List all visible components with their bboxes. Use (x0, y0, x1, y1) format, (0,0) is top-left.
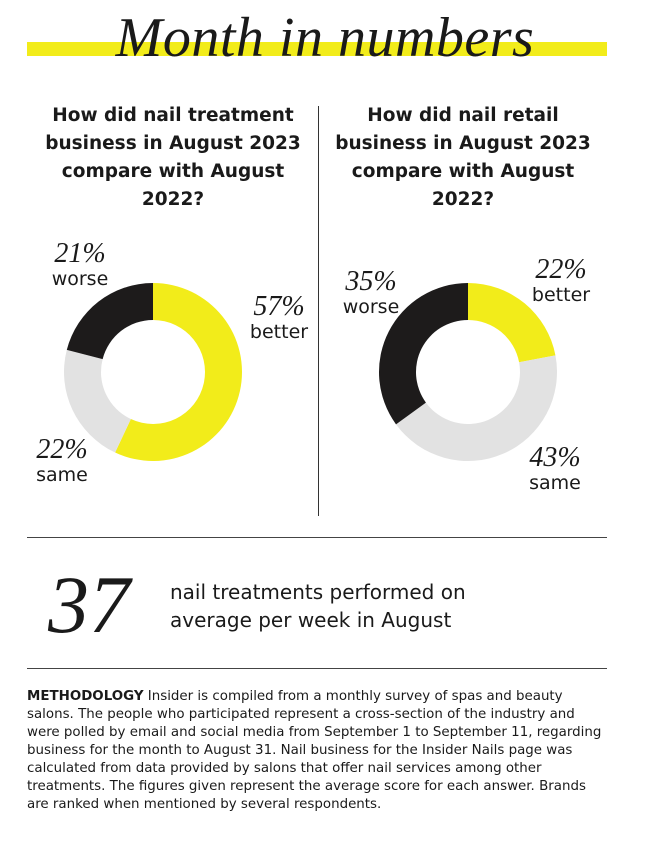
cat-retail-better: better (531, 284, 591, 306)
donut-chart-treatment (64, 283, 242, 461)
label-treatment-same: 22% same (18, 434, 106, 487)
cat-treatment-same: same (36, 464, 88, 486)
methodology-paragraph: METHODOLOGY Insider is compiled from a m… (27, 688, 609, 814)
donut-segment-retail-worse (379, 283, 468, 425)
cat-retail-worse: worse (342, 296, 400, 318)
stat-line-2: average per week in August (170, 608, 452, 632)
label-retail-better: 22% better (518, 254, 604, 307)
stat-description: nail treatments performed on average per… (170, 578, 500, 634)
header-accent-bar (27, 42, 607, 56)
cat-retail-same: same (529, 472, 581, 494)
pct-retail-same: 43% (529, 442, 581, 473)
section-divider-top (27, 537, 607, 538)
cat-treatment-worse: worse (51, 268, 109, 290)
pct-treatment-same: 22% (36, 434, 88, 465)
label-retail-worse: 35% worse (328, 266, 414, 319)
methodology-label: METHODOLOGY (27, 689, 144, 704)
chart-title-retail: How did nail retail business in August 2… (335, 105, 591, 210)
methodology-text: Insider is compiled from a monthly surve… (27, 689, 602, 812)
donut-segment-retail-better (468, 283, 556, 363)
stat-line-1: nail treatments performed on (170, 580, 466, 604)
donut-segment-treatment-better (115, 283, 242, 461)
pct-retail-worse: 35% (345, 266, 397, 297)
section-divider-bottom (27, 668, 607, 669)
donut-chart-retail (379, 283, 557, 461)
column-divider (318, 106, 319, 516)
pct-retail-better: 22% (535, 254, 587, 285)
donut-segment-treatment-worse (66, 283, 153, 360)
stat-number: 37 (48, 559, 130, 650)
label-retail-same: 43% same (512, 442, 598, 495)
label-treatment-worse: 21% worse (34, 238, 126, 291)
page-title: Month in numbers (115, 7, 535, 69)
label-treatment-better: 57% better (238, 291, 320, 344)
cat-treatment-better: better (249, 321, 309, 343)
donut-segment-treatment-same (64, 349, 131, 453)
pct-treatment-worse: 21% (54, 238, 106, 269)
pct-treatment-better: 57% (253, 291, 305, 322)
donut-segment-retail-same (395, 355, 557, 461)
chart-title-treatment: How did nail treatment business in Augus… (45, 105, 301, 210)
